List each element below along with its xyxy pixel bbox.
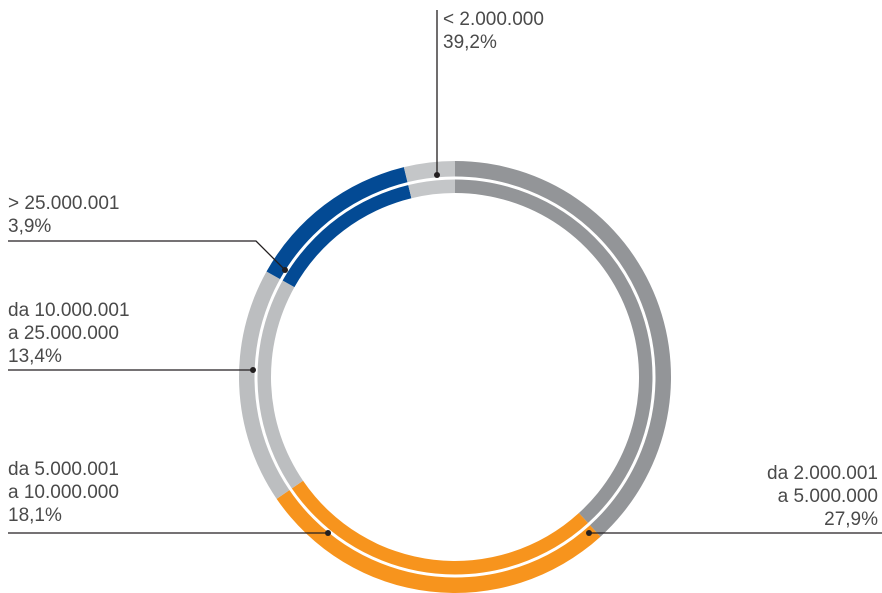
ring-slice-4 [266, 167, 412, 288]
slice-label-line-1: < 2.000.000 [443, 9, 544, 30]
ring-separator [254, 176, 656, 578]
ring-slices [239, 161, 671, 593]
slice-label-line-2: a 5.000.000 [778, 486, 878, 507]
leader-dot-2 [586, 530, 592, 536]
slice-value-label-3: 18,1% [8, 505, 62, 526]
slice-label-line-4: a 25.000.000 [8, 323, 119, 344]
slice-label-line-5: > 25.000.001 [8, 193, 119, 214]
leader-dot-3 [325, 530, 331, 536]
leader-line-5 [8, 240, 286, 271]
leader-dot-4 [250, 367, 256, 373]
slice-value-label-4: 13,4% [8, 346, 62, 367]
leader-dot-5 [282, 267, 288, 273]
ring-slice-1 [455, 161, 671, 537]
slice-label-line-3: a 10.000.000 [8, 482, 119, 503]
leader-dot-1 [434, 172, 440, 178]
slice-value-label-1: 39,2% [443, 32, 497, 53]
slice-label-line-3: da 5.000.001 [8, 459, 119, 480]
slice-label-line-4: da 10.000.001 [8, 300, 130, 321]
slice-value-label-2: 27,9% [824, 509, 878, 530]
ring-slice-3 [239, 271, 304, 499]
slice-value-label-5: 3,9% [8, 216, 51, 237]
slice-label-line-2: da 2.000.001 [767, 463, 878, 484]
